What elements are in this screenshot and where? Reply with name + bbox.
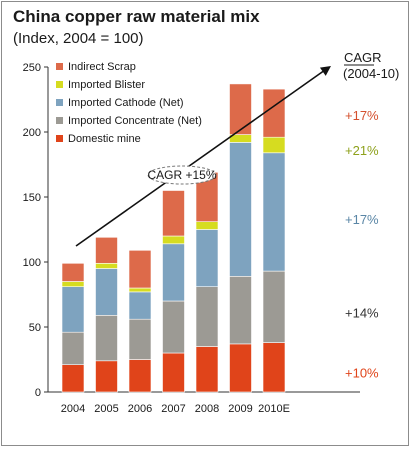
legend-swatch (56, 81, 63, 88)
trend-arrowhead (319, 66, 331, 76)
legend-swatch (56, 135, 63, 142)
legend-label: Imported Concentrate (Net) (68, 115, 202, 127)
legend-swatch (56, 63, 63, 70)
trend-arrow (75, 69, 326, 247)
bar-segment (128, 250, 152, 289)
cagr-rate-label: +21% (345, 143, 379, 158)
bar-segment (162, 352, 185, 393)
bar-segment (195, 229, 219, 288)
y-tick-label: 0 (35, 387, 41, 399)
y-tick-label: 200 (23, 127, 41, 139)
chart-title: China copper raw material mix (13, 7, 260, 26)
bar-segment (61, 286, 85, 333)
x-tick-label: 2010E (258, 403, 290, 415)
legend-label: Domestic mine (68, 133, 141, 145)
cagr-rate-label: +10% (345, 366, 379, 381)
legend-label: Indirect Scrap (68, 61, 136, 73)
cagr-callout (147, 165, 217, 185)
bar-segment (195, 286, 219, 347)
cagr-period: (2004-10) (343, 66, 399, 81)
bar-segment (262, 88, 286, 138)
bar-segment (61, 281, 85, 287)
legend-swatch (56, 117, 63, 124)
bar-segment (95, 268, 118, 316)
bar-segment (229, 142, 252, 277)
bar-segment (95, 262, 118, 269)
cagr-rate-label: +14% (345, 306, 379, 321)
bar-segment (195, 221, 219, 230)
legend-label: Imported Cathode (Net) (68, 97, 184, 109)
legend-label: Imported Blister (68, 79, 145, 91)
bar-segment (61, 262, 85, 282)
x-tick-label: 2004 (61, 403, 85, 415)
legend-swatch (56, 99, 63, 106)
bar-segment (95, 314, 118, 362)
x-tick-label: 2006 (128, 403, 152, 415)
bar-segment (128, 287, 152, 293)
bar-segment (128, 291, 152, 320)
x-tick-label: 2005 (94, 403, 118, 415)
bar-segment (162, 300, 185, 354)
cagr-header: CAGR (344, 50, 382, 65)
y-tick-label: 50 (29, 322, 41, 334)
bar-segment (162, 235, 185, 245)
bar-segment (128, 318, 152, 360)
bar-segment (162, 243, 185, 302)
bar-segment (229, 275, 252, 345)
bar-segment (128, 359, 152, 393)
y-tick-label: 100 (23, 257, 41, 269)
bar-segment (262, 270, 286, 343)
bar-segment (195, 346, 219, 393)
bar-segment (262, 152, 286, 272)
x-tick-label: 2007 (161, 403, 185, 415)
y-tick-label: 150 (23, 192, 41, 204)
x-tick-label: 2009 (228, 403, 252, 415)
cagr-rate-label: +17% (345, 212, 379, 227)
x-tick-label: 2008 (195, 403, 219, 415)
bar-segment (229, 83, 252, 135)
bar-segment (95, 360, 118, 393)
bar-segment (162, 190, 185, 237)
bar-segment (95, 237, 118, 264)
cagr-rate-label: +17% (345, 108, 379, 123)
cagr-callout-label: CAGR +15% (147, 168, 216, 182)
bar-segment (61, 364, 85, 393)
bar-segment (61, 331, 85, 366)
bar-segment (262, 342, 286, 393)
bar-segment (262, 136, 286, 154)
bar-segment (229, 343, 252, 393)
chart-subtitle: (Index, 2004 = 100) (13, 30, 144, 47)
y-tick-label: 250 (23, 62, 41, 74)
